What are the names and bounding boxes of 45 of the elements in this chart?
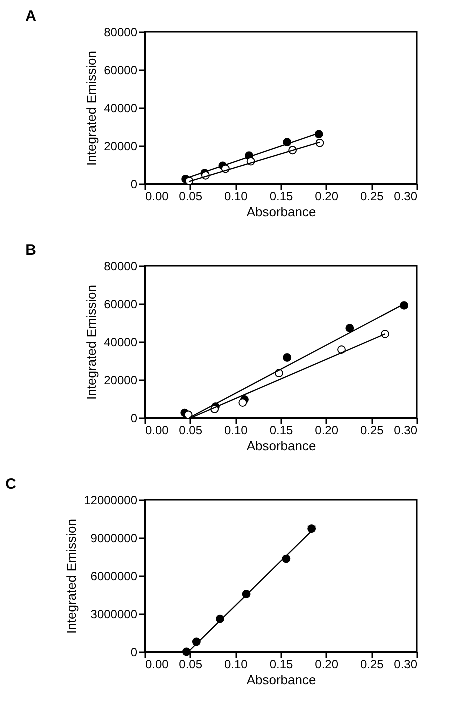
y-axis-title: Integrated Emission bbox=[84, 51, 100, 166]
y-tick-label: 0 bbox=[130, 646, 138, 660]
y-tick-label: 3000000 bbox=[90, 608, 138, 622]
x-axis-title: Absorbance bbox=[246, 672, 316, 688]
x-tick-label: 0.00 bbox=[146, 658, 170, 672]
y-axis-title: Integrated Emission bbox=[64, 519, 80, 634]
x-tick-label: 0.30 bbox=[394, 658, 418, 672]
text: C bbox=[6, 476, 17, 493]
x-tick-label: 0.00 bbox=[146, 190, 170, 204]
y-tick-label: 40000 bbox=[104, 336, 138, 350]
x-tick-label: 0.05 bbox=[179, 424, 203, 438]
x-tick-label: 0.30 bbox=[394, 190, 418, 204]
x-tick-label: 0.20 bbox=[315, 658, 339, 672]
x-tick-label: 0.25 bbox=[360, 658, 384, 672]
x-axis-title: Absorbance bbox=[246, 204, 316, 220]
y-tick-label: 0 bbox=[130, 178, 138, 192]
y-tick-label: 80000 bbox=[104, 260, 138, 274]
y-tick-label: 20000 bbox=[104, 140, 138, 154]
x-tick-label: 0.15 bbox=[270, 424, 294, 438]
y-axis-title: Integrated Emission bbox=[84, 285, 100, 400]
y-tick-label: 60000 bbox=[104, 298, 138, 312]
y-tick-label: 40000 bbox=[104, 102, 138, 116]
x-tick-label: 0.05 bbox=[179, 658, 203, 672]
y-tick-label: 20000 bbox=[104, 374, 138, 388]
x-tick-label: 0.20 bbox=[315, 190, 339, 204]
x-tick-label: 0.00 bbox=[146, 424, 170, 438]
y-tick-label: 9000000 bbox=[90, 532, 138, 546]
x-tick-label: 0.20 bbox=[315, 424, 339, 438]
x-tick-label: 0.15 bbox=[270, 190, 294, 204]
x-tick-label: 0.05 bbox=[179, 190, 203, 204]
y-tick-label: 60000 bbox=[104, 64, 138, 78]
chart-title: A bbox=[26, 8, 37, 25]
x-tick-label: 0.25 bbox=[360, 424, 384, 438]
x-tick-label: 0.10 bbox=[224, 658, 248, 672]
x-axis-title: Absorbance bbox=[246, 438, 316, 454]
x-tick-label: 0.10 bbox=[224, 190, 248, 204]
x-tick-label: 0.15 bbox=[270, 658, 294, 672]
x-tick-label: 0.10 bbox=[224, 424, 248, 438]
y-tick-label: 6000000 bbox=[90, 570, 138, 584]
x-tick-label: 0.30 bbox=[394, 424, 418, 438]
chart-title: B bbox=[26, 242, 37, 259]
y-tick-label: 0 bbox=[130, 412, 138, 426]
y-tick-label: 80000 bbox=[104, 26, 138, 40]
y-tick-label: 12000000 bbox=[84, 494, 138, 508]
x-tick-label: 0.25 bbox=[360, 190, 384, 204]
